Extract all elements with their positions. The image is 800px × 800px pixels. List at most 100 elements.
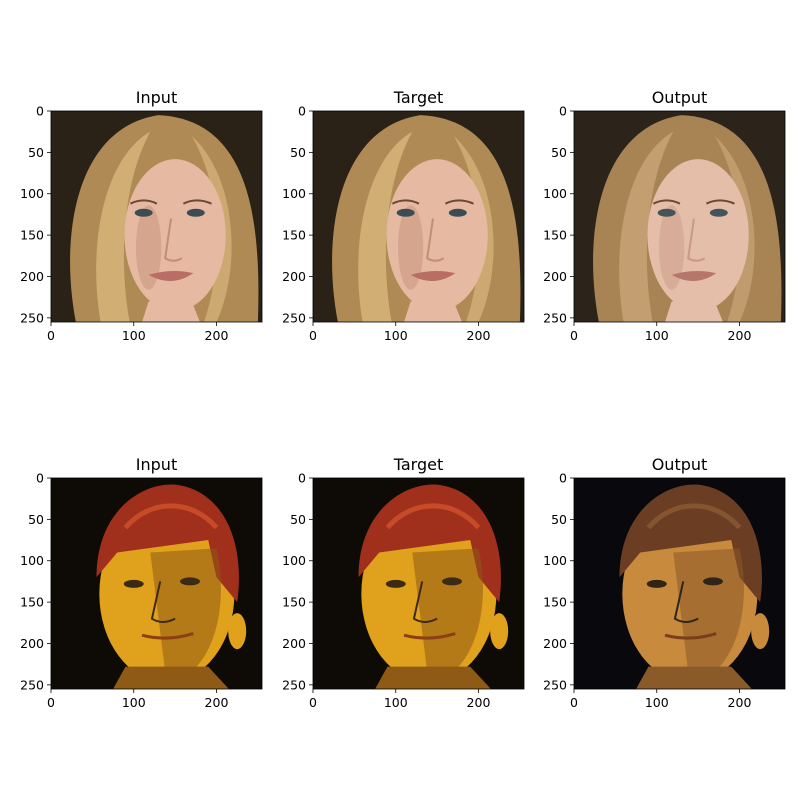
hair-highlight (96, 131, 151, 322)
axes-frame (312, 110, 525, 323)
x-tick-label: 200 (728, 328, 752, 343)
face-shadow (150, 548, 221, 685)
portrait-image (313, 478, 524, 689)
panel-title: Output (652, 455, 708, 474)
y-tick-label: 200 (20, 636, 44, 651)
neck (142, 301, 200, 322)
panel-title: Target (393, 88, 444, 107)
y-tick-label: 100 (282, 553, 306, 568)
y-tick-label: 50 (28, 145, 44, 160)
eye (385, 579, 406, 588)
hair-highlight (123, 503, 219, 530)
nose (687, 218, 706, 262)
x-tick-label: 100 (645, 695, 669, 710)
portrait-image (574, 111, 785, 322)
ear (751, 613, 770, 650)
eye (123, 579, 144, 588)
axes-frame (312, 477, 525, 690)
nose (164, 218, 183, 262)
nose (426, 218, 445, 262)
hair-highlight (358, 131, 413, 322)
face-shadow (673, 548, 744, 685)
y-tick-label: 200 (543, 269, 567, 284)
y-tick-label: 150 (543, 595, 567, 610)
y-tick-label: 250 (282, 310, 306, 325)
eye (396, 208, 415, 217)
x-tick-label: 0 (570, 328, 578, 343)
face (386, 159, 488, 312)
eyebrow (652, 199, 681, 205)
mouth (141, 632, 194, 640)
hair-highlight (646, 503, 742, 530)
face-shadow (658, 205, 685, 290)
y-tick-label: 250 (20, 677, 44, 692)
nose (673, 581, 699, 623)
x-tick-label: 0 (309, 328, 317, 343)
y-tick-label: 150 (20, 595, 44, 610)
y-tick-label: 100 (543, 553, 567, 568)
eye (180, 577, 201, 586)
x-tick-label: 0 (309, 695, 317, 710)
y-tick-label: 50 (290, 512, 306, 527)
lips (148, 271, 194, 282)
y-tick-label: 200 (282, 269, 306, 284)
portrait-image (313, 111, 524, 322)
y-tick-label: 100 (20, 553, 44, 568)
x-tick-label: 200 (205, 695, 229, 710)
x-tick-label: 200 (205, 328, 229, 343)
y-tick-label: 50 (28, 512, 44, 527)
panel-title: Output (652, 88, 708, 107)
y-tick-label: 150 (282, 228, 306, 243)
portrait-image (574, 478, 785, 689)
y-tick-label: 50 (290, 145, 306, 160)
hair-highlight (619, 131, 674, 322)
x-tick-label: 200 (467, 328, 491, 343)
axes-frame (573, 110, 786, 323)
neck (404, 301, 462, 322)
y-tick-label: 100 (282, 186, 306, 201)
neck (375, 666, 491, 689)
nose (412, 581, 438, 623)
face-shadow (397, 205, 424, 290)
eye (448, 208, 467, 217)
mouth (403, 632, 456, 640)
axes-frame (50, 477, 263, 690)
y-tick-label: 50 (551, 512, 567, 527)
neck (665, 301, 723, 322)
portrait-image (51, 111, 262, 322)
panel-title: Input (136, 455, 177, 474)
y-tick-label: 150 (543, 228, 567, 243)
hair-highlight (385, 503, 481, 530)
y-tick-label: 0 (298, 471, 306, 486)
y-tick-label: 200 (20, 269, 44, 284)
neck (636, 666, 752, 689)
neck (113, 666, 229, 689)
x-tick-label: 100 (122, 695, 146, 710)
portrait-image (51, 478, 262, 689)
y-tick-label: 250 (543, 310, 567, 325)
y-tick-label: 100 (543, 186, 567, 201)
eyebrow (391, 199, 420, 205)
x-tick-label: 100 (384, 328, 408, 343)
x-tick-label: 200 (467, 695, 491, 710)
x-tick-label: 200 (728, 695, 752, 710)
y-tick-label: 250 (20, 310, 44, 325)
x-tick-label: 0 (570, 695, 578, 710)
y-tick-label: 50 (551, 145, 567, 160)
eye (646, 579, 667, 588)
eye (703, 577, 724, 586)
y-tick-label: 0 (559, 471, 567, 486)
face (124, 159, 226, 312)
eyebrow (705, 199, 735, 205)
eyebrow (444, 199, 474, 205)
eye (442, 577, 463, 586)
panel-title: Input (136, 88, 177, 107)
x-tick-label: 0 (47, 695, 55, 710)
mouth (664, 632, 717, 640)
